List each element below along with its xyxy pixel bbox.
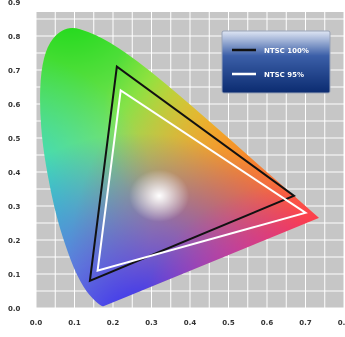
legend-label-ntsc-95: NTSC 95% [264,71,304,79]
gamut-triangle-ntsc-100 [88,64,296,283]
y-tick-label: 0.0 [8,305,21,313]
y-tick-label: 0.1 [8,271,21,279]
x-tick-label: 0.4 [184,319,197,327]
x-tick-label: 0.3 [145,319,158,327]
gamut-triangles [88,64,308,283]
y-tick-label: 0.8 [8,33,21,41]
white-point-glow [129,169,190,222]
y-tick-label: 0.9 [8,0,21,7]
x-tick-label: 0.7 [299,319,312,327]
gamut-triangle-ntsc-95 [96,88,308,272]
x-tick-label: 0.6 [261,319,274,327]
x-tick-label: 0.2 [107,319,120,327]
y-tick-label: 0.7 [8,67,21,75]
y-tick-label: 0.2 [8,237,21,245]
y-tick-label: 0.5 [8,135,21,143]
x-tick-label: 0.0 [30,319,43,327]
y-tick-label: 0.6 [8,101,21,109]
x-tick-label: 0.1 [68,319,81,327]
legend-label-ntsc-100: NTSC 100% [264,47,309,55]
axis-ticks: 0.0 0.1 0.2 0.3 0.4 0.5 0.6 0.7 0.8 0.0 0.1 0.2 0.3 0… [8,0,345,327]
y-tick-label: 0.3 [8,203,21,211]
legend: NTSC 100% NTSC 95% [221,30,331,94]
x-tick-label: 0.5 [222,319,235,327]
y-tick-label: 0.4 [8,169,21,177]
legend-box [221,30,331,94]
x-tick-label: 0.8 [338,319,345,327]
